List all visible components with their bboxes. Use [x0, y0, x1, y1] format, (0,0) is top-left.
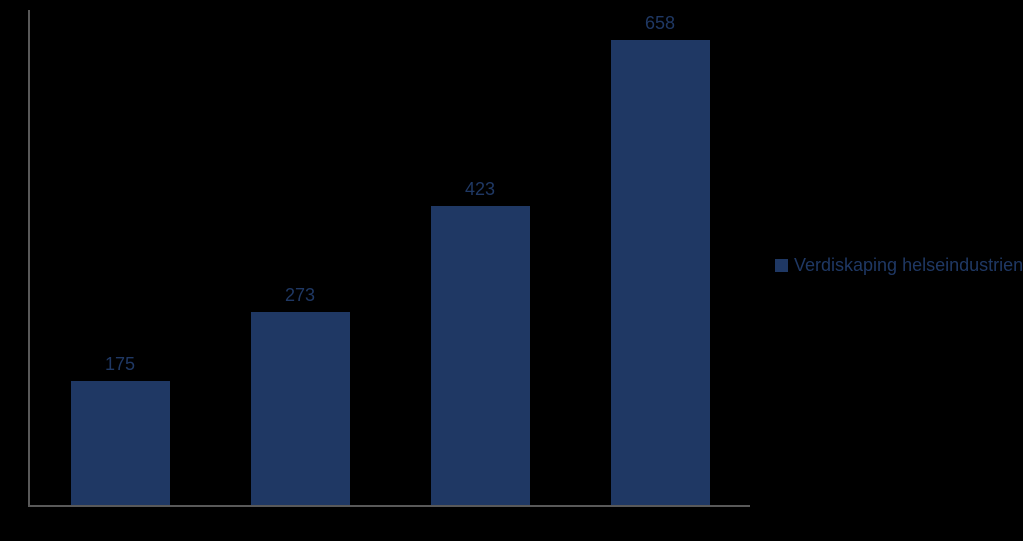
bar	[71, 381, 170, 505]
y-axis	[28, 10, 30, 507]
bar-value-label: 423	[431, 179, 530, 200]
legend-label: Verdiskaping helseindustrien	[794, 255, 1023, 276]
legend-swatch	[775, 259, 788, 272]
bar-value-label: 658	[611, 13, 710, 34]
bar	[611, 40, 710, 505]
legend: Verdiskaping helseindustrien	[775, 255, 1023, 276]
x-axis	[30, 505, 750, 507]
bar-value-label: 273	[251, 285, 350, 306]
plot-area: 175 273 423 658	[30, 10, 750, 505]
bar	[431, 206, 530, 505]
bar-chart: 175 273 423 658 Verdiskaping helseindustrie…	[0, 0, 1023, 541]
bar-value-label: 175	[71, 354, 170, 375]
bar	[251, 312, 350, 505]
